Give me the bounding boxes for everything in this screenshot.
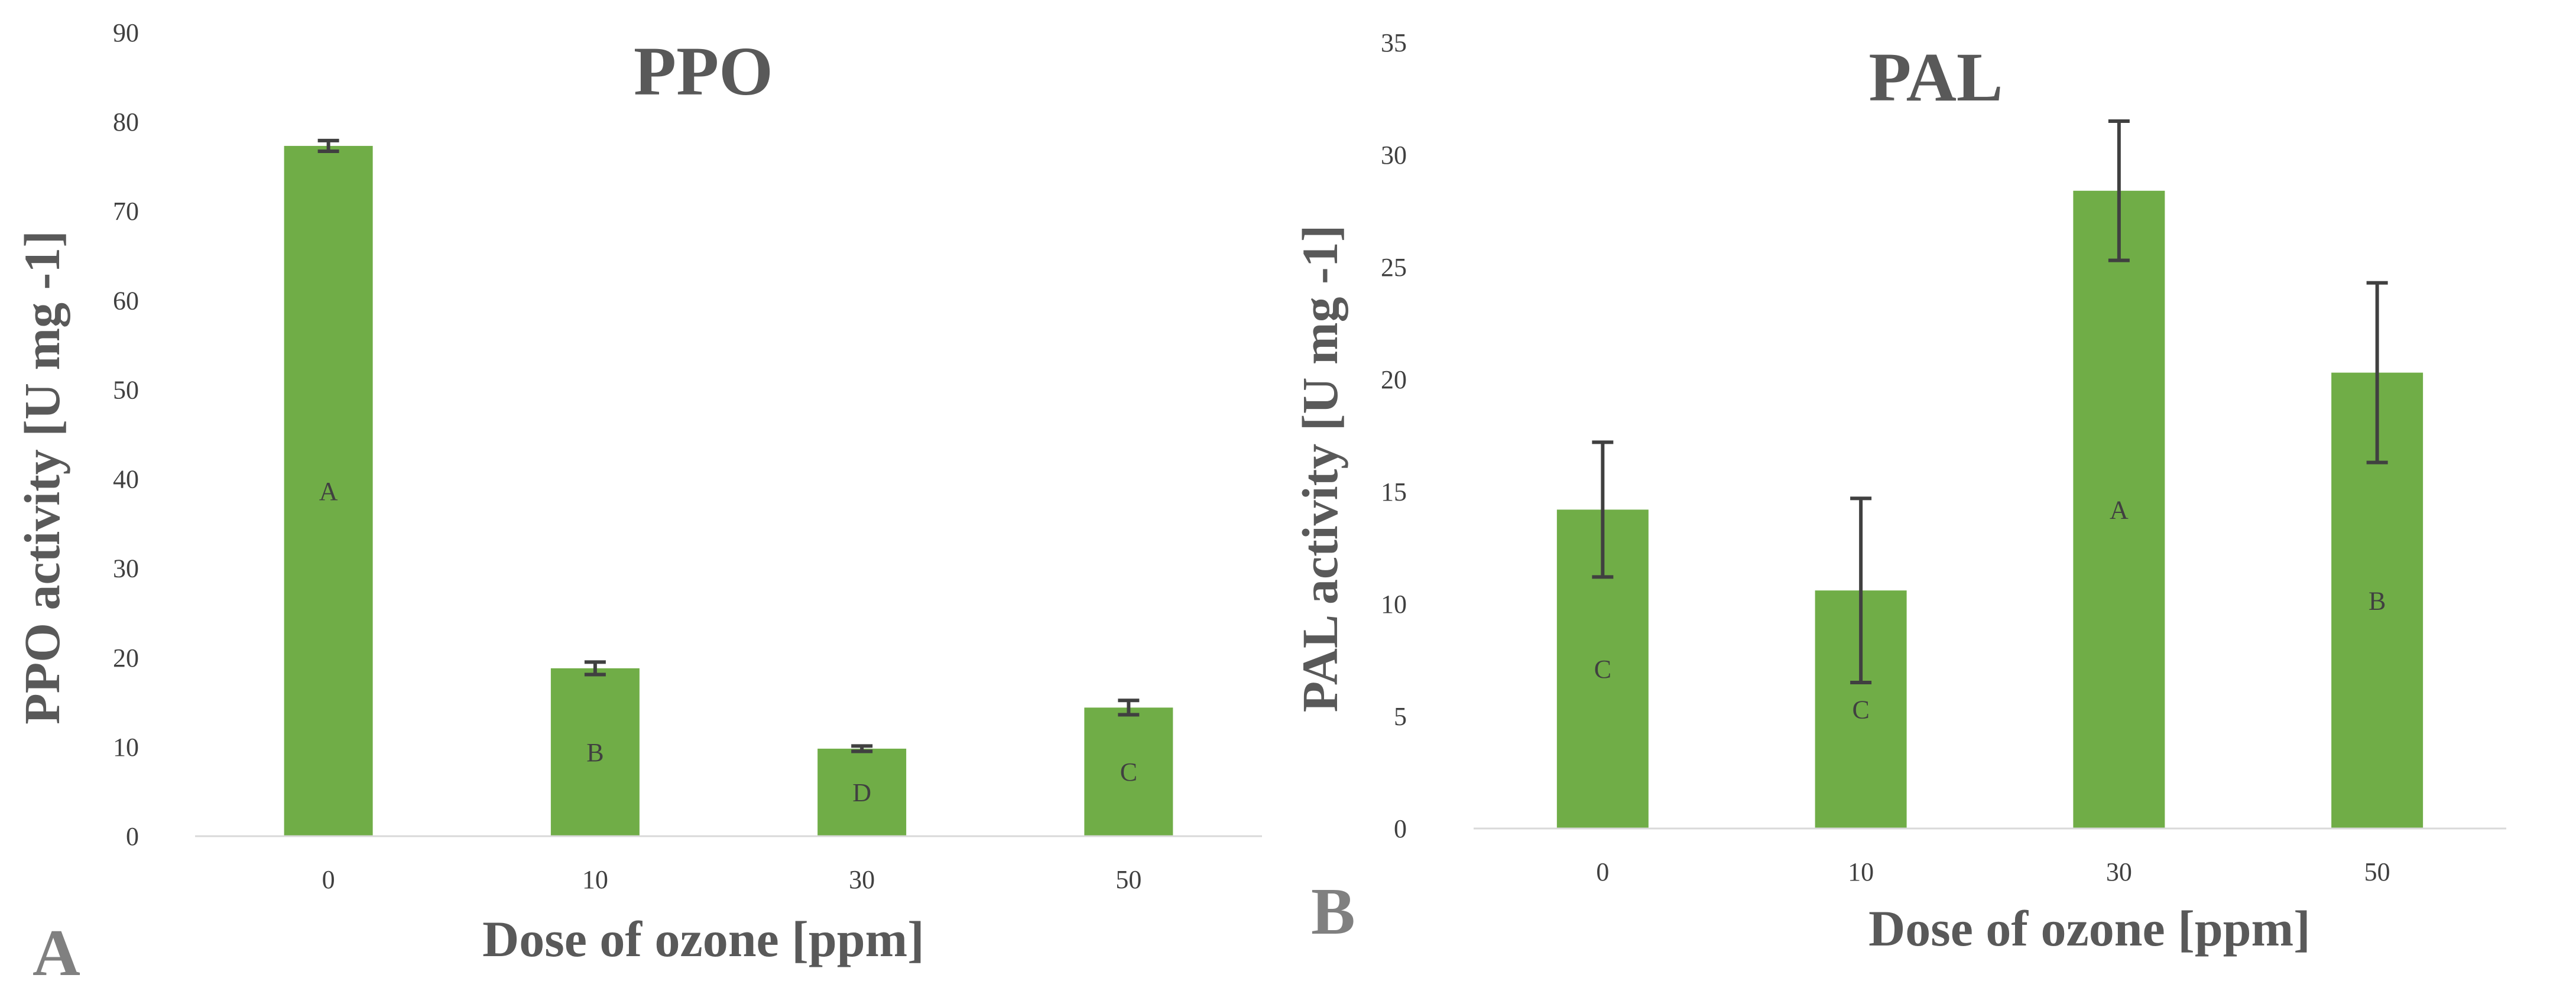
y-ticks: 0 10 20 30 40 50 60 70 80 90 <box>113 18 139 851</box>
error-bar <box>317 138 339 153</box>
y-tick-label: 0 <box>126 822 139 851</box>
panel-letter: B <box>1311 875 1355 948</box>
x-axis-label: Dose of ozone [ppm] <box>482 911 924 967</box>
error-bar <box>584 660 606 677</box>
y-tick-label: 35 <box>1381 28 1407 57</box>
y-tick-label: 50 <box>113 375 139 404</box>
x-tick-label: 30 <box>2106 857 2132 886</box>
error-bars <box>317 138 1140 753</box>
y-tick-label: 80 <box>113 108 139 137</box>
x-tick-label: 0 <box>322 865 335 894</box>
bar <box>2073 190 2165 828</box>
bars <box>1556 190 2423 828</box>
y-ticks: 0 5 10 15 20 25 30 35 <box>1381 28 1407 843</box>
y-tick-label: 10 <box>1381 590 1407 619</box>
y-tick-label: 15 <box>1381 477 1407 506</box>
bar <box>284 145 373 836</box>
y-tick-label: 70 <box>113 197 139 226</box>
chart-title: PPO <box>634 33 773 110</box>
significance-letter: A <box>319 477 338 506</box>
error-bar <box>2108 119 2130 262</box>
x-ticks: 0 10 30 50 <box>1596 857 2390 886</box>
bars <box>284 145 1173 836</box>
y-tick-label: 90 <box>113 18 139 47</box>
y-tick-label: 20 <box>1381 365 1407 394</box>
significance-letters: A B D C <box>319 477 1137 807</box>
x-axis-label: Dose of ozone [ppm] <box>1868 900 2311 957</box>
x-tick-label: 10 <box>1848 857 1874 886</box>
y-tick-label: 10 <box>113 733 139 762</box>
error-bar <box>1592 440 1614 579</box>
significance-letter: D <box>852 778 871 807</box>
x-ticks: 0 10 30 50 <box>322 865 1142 894</box>
y-tick-label: 5 <box>1394 702 1407 731</box>
x-tick-label: 10 <box>582 865 608 894</box>
significance-letters: C C A B <box>1594 495 2386 724</box>
y-axis-label: PPO activity [U mg -1] <box>14 230 70 724</box>
y-tick-label: 0 <box>1394 814 1407 843</box>
y-axis-label: PAL activity [U mg -1] <box>1292 225 1348 713</box>
error-bar <box>1850 496 1872 684</box>
significance-letter: B <box>586 738 604 767</box>
error-bar <box>1118 698 1140 717</box>
x-tick-label: 30 <box>849 865 875 894</box>
panel-b-chart: PAL PAL activity [U mg -1] Dose of ozone… <box>1292 28 2506 957</box>
y-tick-label: 25 <box>1381 253 1407 282</box>
error-bar <box>851 744 873 753</box>
x-tick-label: 0 <box>1596 857 1609 886</box>
bar <box>550 668 640 836</box>
significance-letter: C <box>1852 696 1869 724</box>
panel-a-chart: PPO PPO activity [U mg -1] Dose of ozone… <box>14 18 1262 990</box>
bar <box>817 748 907 836</box>
error-bar <box>2366 281 2388 464</box>
x-tick-label: 50 <box>2364 857 2390 886</box>
chart-title: PAL <box>1868 38 2003 116</box>
y-tick-label: 30 <box>1381 141 1407 170</box>
significance-letter: C <box>1120 758 1137 787</box>
bar <box>1084 707 1173 836</box>
y-tick-label: 60 <box>113 286 139 315</box>
significance-letter: B <box>2369 586 2386 615</box>
y-tick-label: 30 <box>113 554 139 583</box>
x-tick-label: 50 <box>1115 865 1141 894</box>
significance-letter: C <box>1594 655 1611 684</box>
significance-letter: A <box>2110 495 2129 524</box>
panel-letter: A <box>33 917 80 990</box>
y-tick-label: 40 <box>113 465 139 494</box>
y-tick-label: 20 <box>113 644 139 672</box>
error-bars <box>1592 119 2388 684</box>
